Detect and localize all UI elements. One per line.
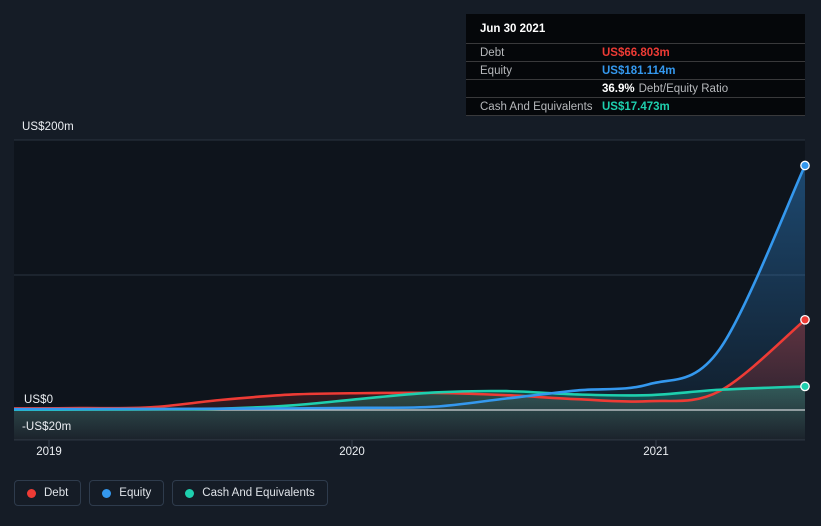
- legend-label-cash: Cash And Equivalents: [202, 487, 315, 499]
- tooltip-row-debt: Debt US$66.803m: [466, 43, 805, 61]
- chart-legend: Debt Equity Cash And Equivalents: [14, 480, 328, 506]
- tooltip-label-equity: Equity: [480, 64, 512, 77]
- x-axis-tick-2019: 2019: [36, 446, 62, 458]
- tooltip-date-title: Jun 30 2021: [480, 23, 546, 35]
- tooltip-label-cash: Cash And Equivalents: [480, 100, 593, 113]
- tooltip-row-debt-equity-ratio: 36.9% Debt/Equity Ratio: [466, 79, 805, 97]
- legend-dot-cash-icon: [185, 488, 195, 498]
- legend-item-cash[interactable]: Cash And Equivalents: [172, 480, 328, 506]
- tooltip-row-equity: Equity US$181.114m: [466, 61, 805, 79]
- tooltip-value-equity: US$181.114m: [602, 64, 676, 77]
- tooltip-value-debt: US$66.803m: [602, 46, 670, 59]
- legend-item-debt[interactable]: Debt: [14, 480, 82, 506]
- x-axis-tick-2020: 2020: [339, 446, 365, 458]
- tooltip-row-cash: Cash And Equivalents US$17.473m: [466, 97, 805, 115]
- legend-item-equity[interactable]: Equity: [89, 480, 165, 506]
- legend-label-debt: Debt: [44, 487, 69, 499]
- tooltip-bottom-divider: [466, 115, 805, 116]
- series-endpoint-markers: [800, 160, 810, 392]
- debt-endpoint-marker: [800, 314, 810, 325]
- legend-dot-equity-icon: [102, 488, 112, 498]
- y-axis-label-bottom: -US$20m: [22, 421, 72, 433]
- x-axis-ticks: [48, 440, 657, 447]
- tooltip-value-ratio-percent: 36.9%: [602, 82, 635, 95]
- equity-line: [14, 164, 805, 411]
- debt-line: [14, 318, 805, 410]
- chart-tooltip: Jun 30 2021 Debt US$66.803m Equity US$18…: [466, 14, 805, 116]
- y-axis-label-zero: US$0: [22, 394, 56, 406]
- cash-endpoint-marker: [800, 381, 810, 392]
- y-axis-label-top: US$200m: [22, 121, 74, 133]
- equity-endpoint-marker: [800, 160, 810, 171]
- tooltip-value-cash: US$17.473m: [602, 100, 670, 113]
- tooltip-label-debt: Debt: [480, 46, 505, 59]
- tooltip-label-ratio: Debt/Equity Ratio: [638, 82, 729, 95]
- x-axis-tick-2021: 2021: [643, 446, 669, 458]
- legend-dot-debt-icon: [27, 488, 36, 498]
- legend-label-equity: Equity: [119, 487, 152, 499]
